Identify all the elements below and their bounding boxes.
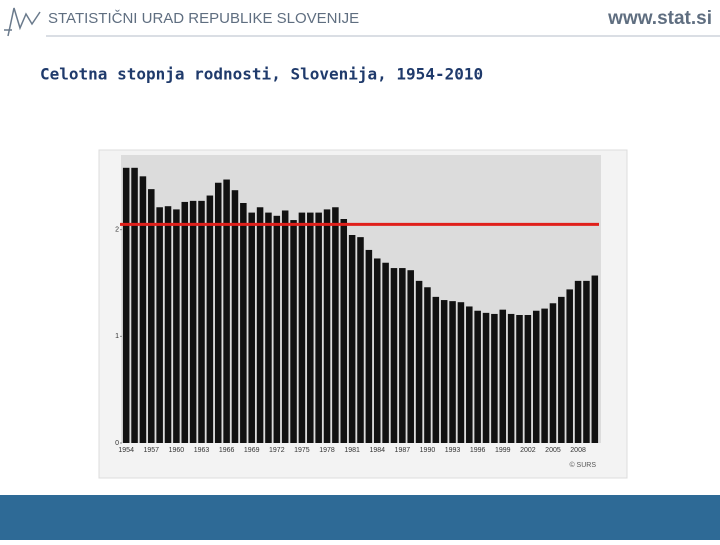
bar: [432, 296, 440, 443]
bar: [164, 206, 172, 443]
bar: [424, 287, 431, 443]
bar: [382, 262, 389, 443]
bar: [507, 313, 515, 443]
x-tick-label: 1972: [269, 447, 285, 454]
bar: [231, 190, 239, 443]
x-tick-label: 1996: [470, 447, 486, 454]
bar: [206, 195, 214, 443]
bar: [390, 268, 398, 443]
x-tick-label: 1999: [495, 447, 511, 454]
bar: [449, 301, 456, 443]
bar: [273, 215, 281, 443]
bar: [181, 201, 189, 443]
bar: [290, 220, 297, 443]
bar: [173, 209, 180, 443]
bar: [148, 189, 155, 443]
bar: [214, 182, 222, 443]
bar: [407, 270, 414, 443]
bar: [499, 309, 507, 443]
bar: [307, 212, 314, 443]
bar: [156, 207, 163, 443]
x-tick-label: 2008: [570, 447, 586, 454]
bar: [223, 179, 230, 444]
bar: [440, 300, 448, 443]
bar: [574, 280, 582, 443]
bar: [491, 313, 498, 443]
x-tick-label: 1981: [344, 447, 360, 454]
bar: [399, 268, 406, 443]
bar: [466, 306, 473, 443]
bar: [240, 203, 247, 443]
bar: [532, 310, 540, 443]
bar: [566, 289, 573, 443]
bar: [549, 303, 557, 443]
bar: [541, 308, 548, 443]
x-tick-label: 1984: [369, 447, 385, 454]
bar: [256, 207, 264, 443]
bar: [340, 219, 348, 443]
bar: [122, 167, 130, 444]
bar: [474, 310, 481, 443]
footer-bar: [0, 495, 720, 540]
slide-title: Celotna stopnja rodnosti, Slovenija, 195…: [40, 65, 483, 84]
x-tick-label: 2005: [545, 447, 561, 454]
x-tick-label: 1957: [144, 447, 160, 454]
source: © SURS: [569, 461, 596, 469]
x-tick-label: 1993: [445, 447, 461, 454]
bar: [357, 237, 364, 443]
bar: [373, 258, 381, 443]
bar: [583, 280, 590, 443]
bar: [323, 209, 331, 443]
bar: [524, 315, 532, 443]
x-tick-label: 1969: [244, 447, 260, 454]
bar: [248, 212, 255, 443]
x-tick-label: 1960: [169, 447, 185, 454]
x-tick-label: 1978: [319, 447, 335, 454]
x-tick-label: 1966: [219, 447, 235, 454]
bar: [415, 280, 423, 443]
x-tick-label: 1954: [118, 447, 134, 454]
bar: [591, 275, 599, 443]
y-tick-label: 2: [115, 227, 119, 234]
bar: [332, 207, 339, 443]
bar: [298, 212, 306, 443]
x-tick-label: 1990: [420, 447, 436, 454]
bar: [516, 315, 523, 443]
y-tick-label: 0: [115, 440, 119, 447]
bar: [482, 312, 490, 443]
x-tick-label: 1975: [294, 447, 310, 454]
bar: [189, 200, 197, 443]
bar: [131, 167, 138, 444]
site-url[interactable]: www.stat.si: [607, 8, 712, 29]
x-tick-label: 2002: [520, 447, 536, 454]
x-tick-label: 1987: [395, 447, 411, 454]
y-tick-label: 1: [115, 333, 119, 340]
bar: [315, 212, 322, 443]
bar: [198, 200, 205, 443]
bar: [558, 296, 565, 443]
bar: [281, 210, 289, 443]
bar: [457, 302, 465, 443]
logo: [4, 7, 41, 37]
bar: [365, 249, 373, 443]
x-tick-label: 1963: [194, 447, 210, 454]
bar: [139, 176, 147, 444]
bar: [348, 235, 356, 443]
bar: [265, 212, 272, 443]
org-name: STATISTIČNI URAD REPUBLIKE SLOVENIJE: [48, 10, 359, 27]
